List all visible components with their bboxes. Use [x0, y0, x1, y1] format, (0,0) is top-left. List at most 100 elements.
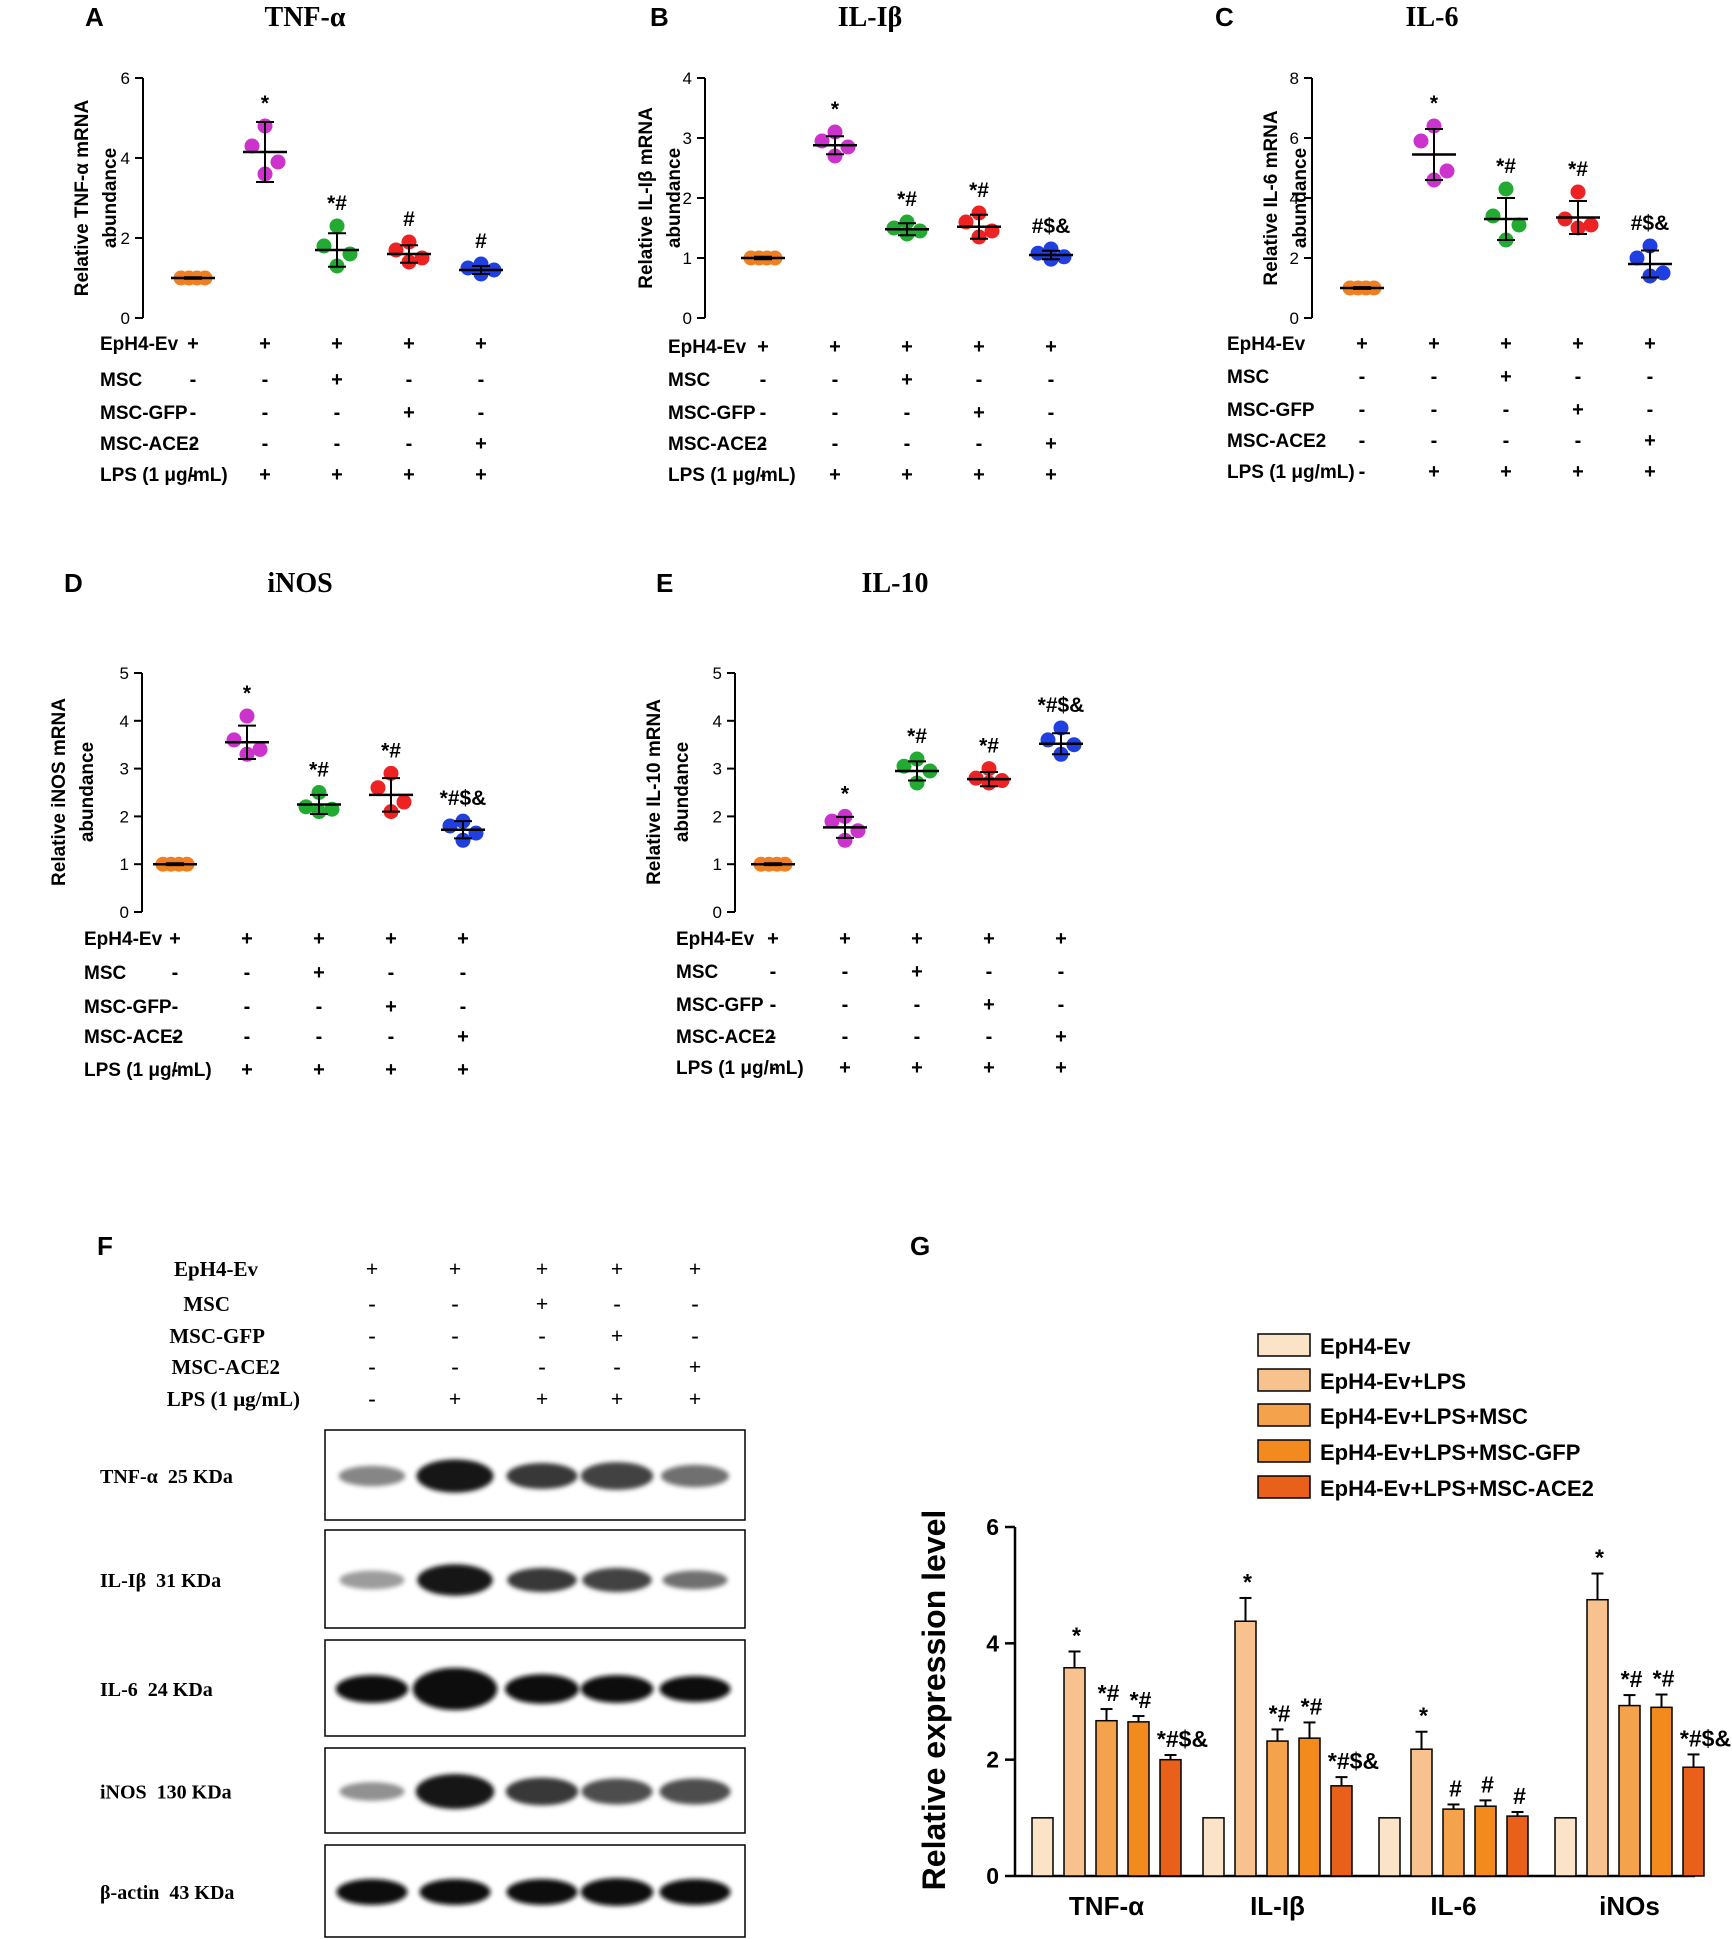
- significance-label: #: [1481, 1771, 1494, 1797]
- y-tick-label: 6: [1290, 129, 1299, 148]
- group-2: *#: [315, 192, 359, 274]
- condition-mark: +: [973, 336, 985, 358]
- condition-mark: -: [904, 433, 911, 455]
- significance-label: #$&: [1032, 215, 1071, 238]
- panel-letter: C: [1215, 2, 1234, 32]
- condition-mark: +: [1500, 461, 1512, 483]
- condition-row-label: LPS (1 μg/mL): [676, 1058, 804, 1079]
- bar: [1586, 1598, 1609, 1877]
- condition-mark: +: [313, 928, 325, 950]
- blot-band: [416, 1459, 494, 1493]
- significance-label: *#$&: [1680, 1725, 1731, 1751]
- group-3: *#: [369, 739, 413, 820]
- group-2: *#: [297, 759, 341, 820]
- blot-band: [580, 1878, 654, 1906]
- blot-band: [659, 1778, 731, 1805]
- y-tick-label: 2: [986, 1747, 999, 1773]
- condition-row-label: EpH4-Ev: [100, 334, 179, 355]
- condition-mark: -: [904, 402, 911, 424]
- y-tick-label: 2: [1290, 249, 1299, 268]
- x-tick-label: iNOs: [1599, 1891, 1660, 1921]
- condition-mark: -: [976, 433, 983, 455]
- panel-letter: D: [64, 568, 83, 598]
- condition-mark: -: [832, 433, 839, 455]
- bar: [1234, 1620, 1257, 1877]
- blot-condition-mark: +: [689, 1256, 702, 1281]
- blot-condition-mark: +: [449, 1256, 462, 1281]
- condition-mark: +: [403, 402, 415, 424]
- bar: [1095, 1719, 1118, 1877]
- significance-label: #: [403, 208, 415, 231]
- chart-title: iNOS: [267, 568, 332, 599]
- condition-mark: -: [244, 996, 251, 1018]
- group-2: *#: [1484, 155, 1528, 248]
- condition-mark: -: [190, 433, 197, 455]
- significance-label: *#: [327, 192, 347, 215]
- bar: [1159, 1758, 1182, 1877]
- y-tick-label: 1: [713, 855, 722, 874]
- panel-letter: G: [910, 1231, 930, 1261]
- condition-mark: +: [475, 433, 487, 455]
- data-point: [909, 775, 925, 791]
- data-point: [1485, 208, 1501, 224]
- significance-label: *#: [907, 725, 927, 748]
- data-point: [909, 751, 925, 767]
- condition-mark: -: [986, 961, 993, 983]
- condition-mark: -: [244, 962, 251, 984]
- y-tick-label: 6: [986, 1514, 999, 1540]
- condition-mark: +: [241, 928, 253, 950]
- y-tick-label: 0: [713, 903, 722, 922]
- condition-mark: +: [839, 928, 851, 950]
- significance-label: *: [841, 782, 850, 805]
- significance-label: *#: [1568, 158, 1588, 181]
- blot-condition-mark: -: [451, 1354, 458, 1379]
- legend-swatch: [1257, 1368, 1311, 1392]
- group-4: #$&: [1029, 215, 1073, 267]
- y-tick-label: 3: [713, 760, 722, 779]
- group-1: *: [1412, 92, 1456, 188]
- data-point: [460, 260, 476, 276]
- blot-row: IL-Iβ 31 KDa: [100, 1529, 746, 1629]
- significance-label: *#: [1098, 1680, 1120, 1706]
- condition-mark: -: [770, 961, 777, 983]
- condition-mark: -: [842, 994, 849, 1016]
- bar: [1330, 1785, 1353, 1877]
- bar: [1031, 1817, 1054, 1877]
- condition-mark: +: [1572, 333, 1584, 355]
- condition-mark: -: [1359, 366, 1366, 388]
- blot-band: [339, 1570, 405, 1590]
- data-point: [1557, 211, 1573, 227]
- blot-band: [506, 1463, 578, 1489]
- y-tick-label: 2: [683, 189, 692, 208]
- condition-mark: +: [839, 1057, 851, 1079]
- condition-mark: -: [914, 994, 921, 1016]
- group-3: #: [387, 208, 431, 270]
- condition-mark: -: [842, 1026, 849, 1048]
- condition-mark: -: [1647, 399, 1654, 421]
- blot-condition-label: LPS (1 μg/mL): [167, 1387, 300, 1411]
- blot-condition-mark: +: [611, 1386, 624, 1411]
- significance-label: *: [243, 682, 252, 705]
- blot-band: [507, 1567, 577, 1593]
- condition-row-label: LPS (1 μg/mL): [84, 1060, 212, 1081]
- condition-mark: -: [1503, 430, 1510, 452]
- condition-mark: -: [914, 1026, 921, 1048]
- condition-mark: -: [316, 1026, 323, 1048]
- blot-condition-mark: -: [368, 1291, 375, 1316]
- legend-label: EpH4-Ev: [1320, 1334, 1411, 1359]
- y-tick-label: 4: [1290, 189, 1299, 208]
- condition-mark: -: [478, 402, 485, 424]
- group-4: *#$&: [440, 787, 486, 848]
- condition-mark: +: [983, 994, 995, 1016]
- condition-mark: -: [190, 402, 197, 424]
- group-0: [751, 856, 795, 872]
- condition-mark: +: [457, 1059, 469, 1081]
- condition-mark: -: [406, 433, 413, 455]
- blot-band: [582, 1567, 652, 1593]
- condition-mark: +: [457, 928, 469, 950]
- significance-label: *#: [381, 739, 401, 762]
- y-tick-label: 1: [683, 249, 692, 268]
- y-tick-label: 6: [121, 69, 130, 88]
- group-4: #: [459, 230, 503, 282]
